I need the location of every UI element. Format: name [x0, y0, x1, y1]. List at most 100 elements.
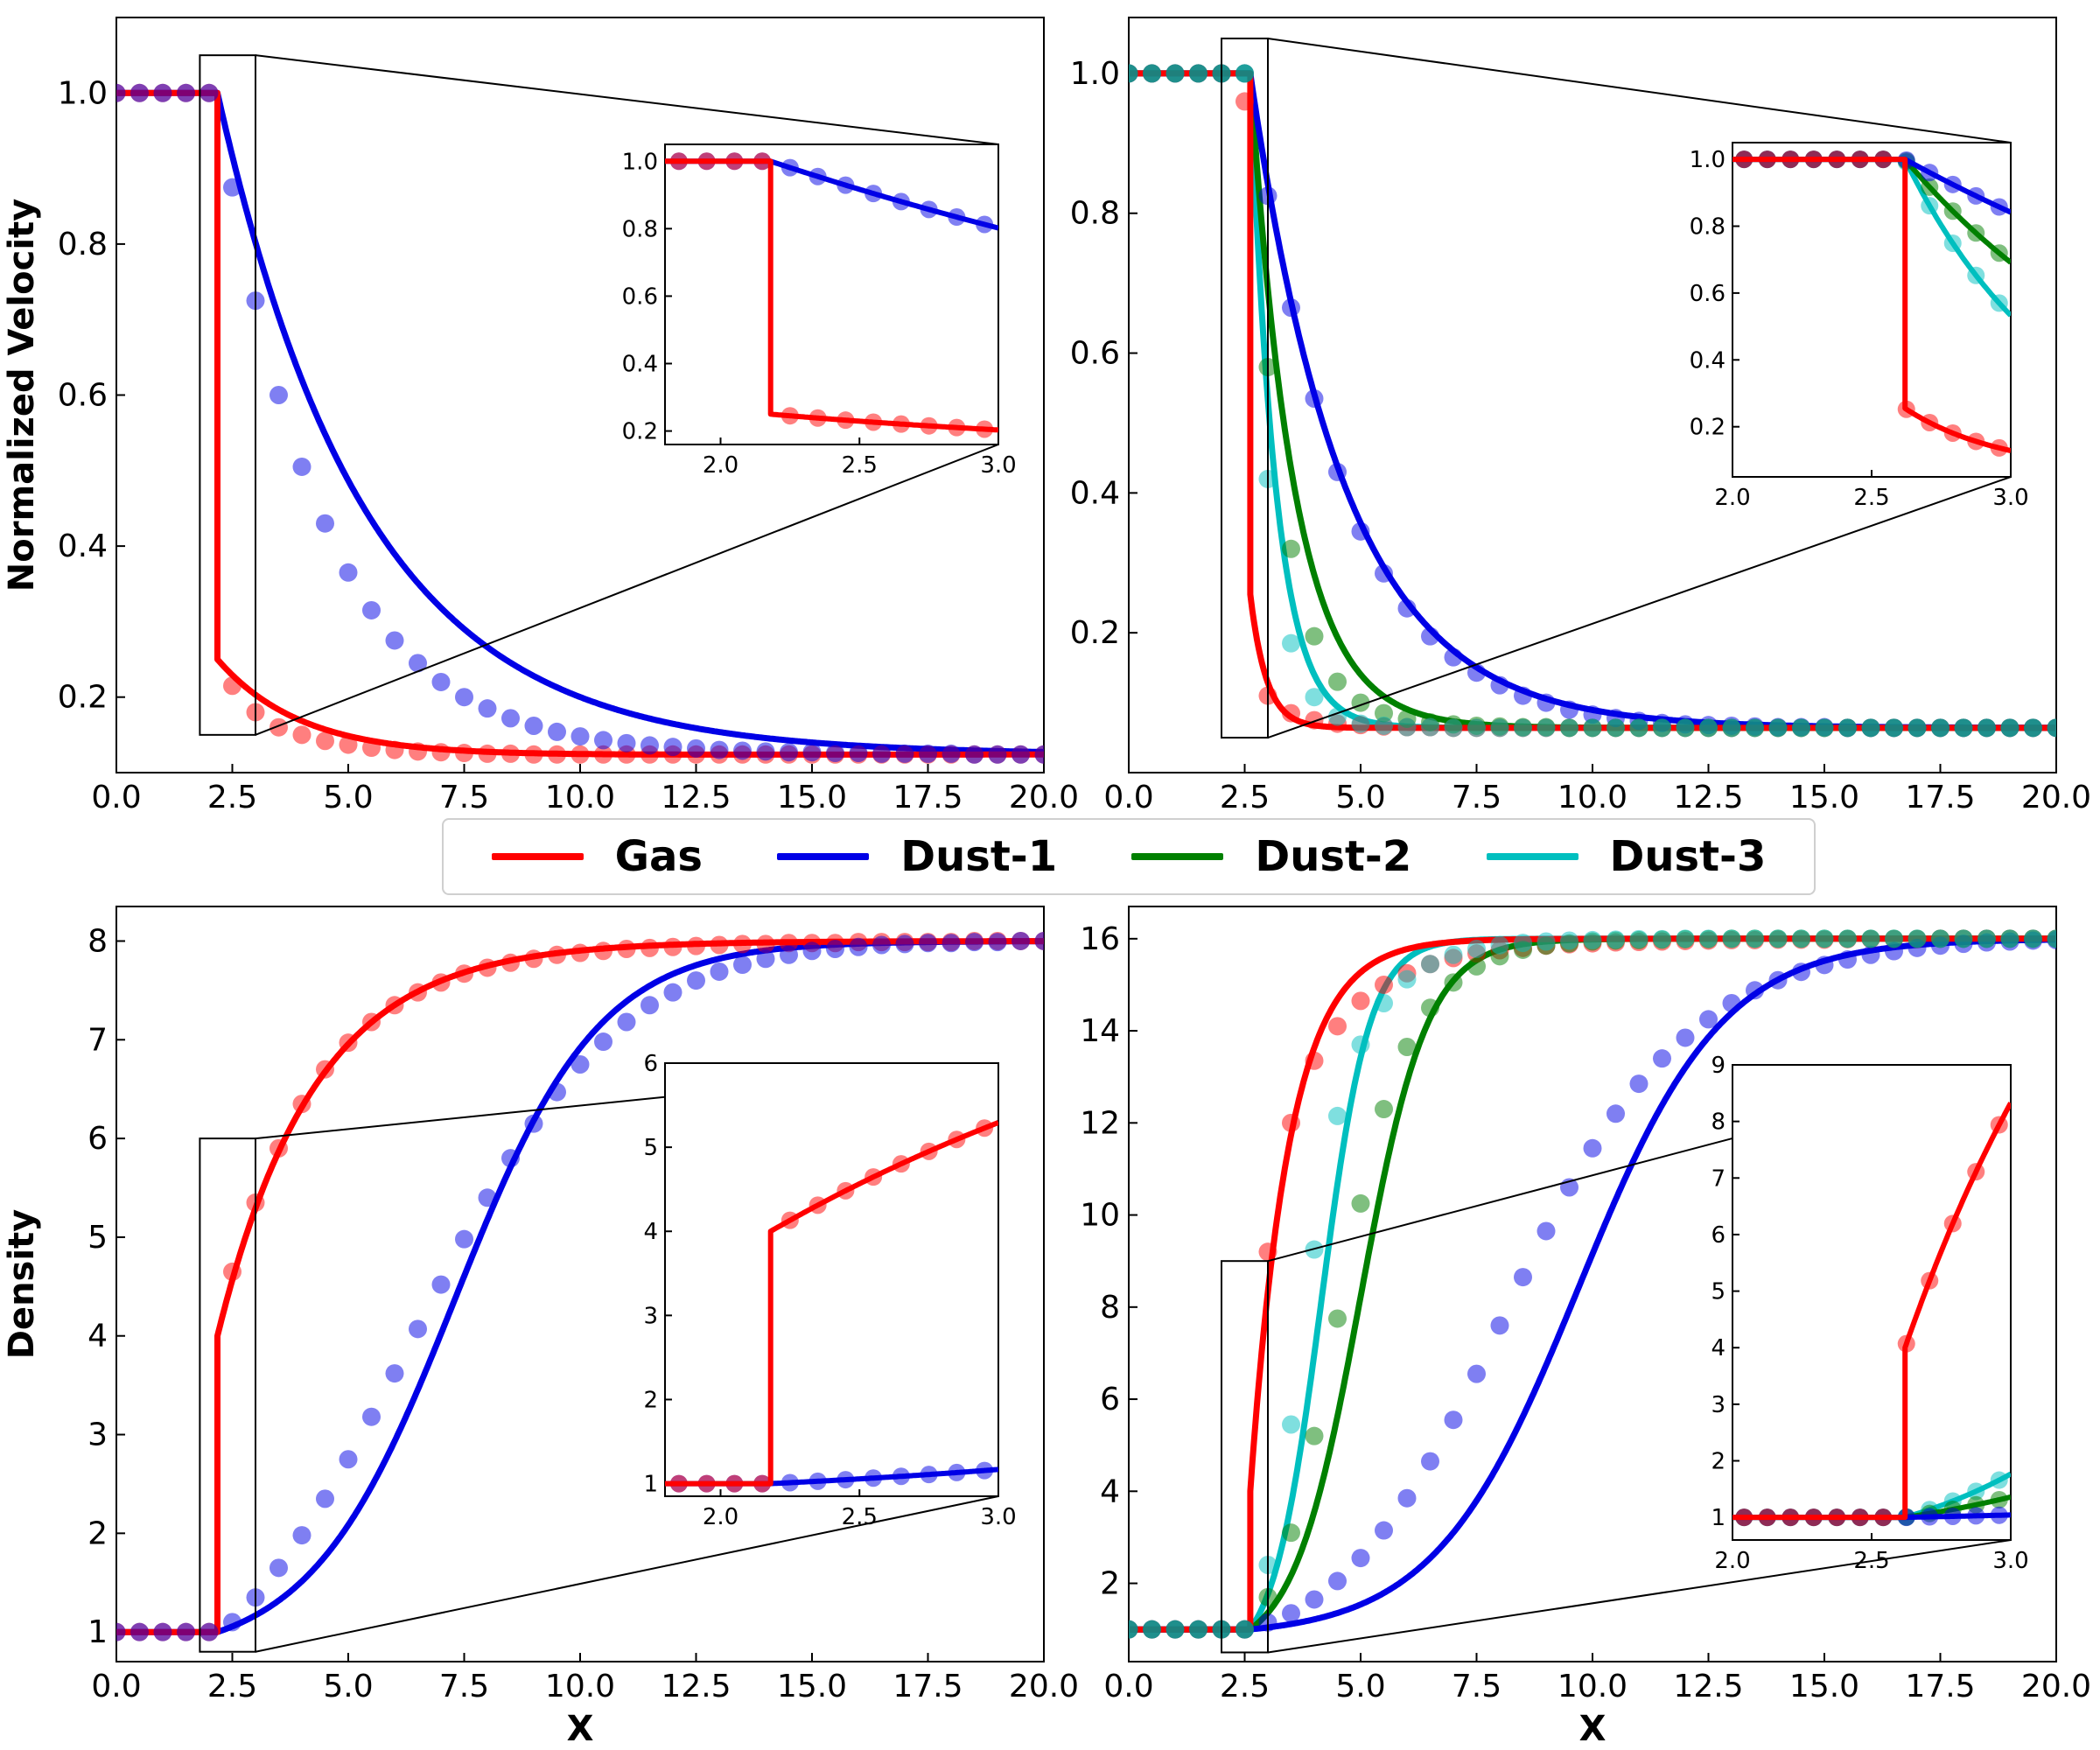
- inset-data-point-gas: [1874, 150, 1893, 169]
- inset-data-point-gas: [1828, 150, 1846, 169]
- data-point-dust-1: [1629, 1074, 1648, 1094]
- y-tick-label: 0.6: [1070, 336, 1120, 372]
- legend-item-dust3: Dust-3: [1486, 832, 1766, 881]
- x-tick-label: 0.0: [91, 780, 141, 816]
- inset-y-tick-label: 0.4: [1690, 347, 1726, 374]
- y-axis-label: Normalized Velocity: [2, 199, 42, 592]
- data-point-dust-1: [1375, 1521, 1393, 1540]
- data-point-gas: [409, 983, 427, 1002]
- data-point-dust-2: [1375, 1100, 1393, 1119]
- inset-plot-area: [665, 1119, 998, 1493]
- inset-data-point-dust-2: [1943, 202, 1962, 220]
- data-point-dust-3: [1444, 718, 1463, 738]
- data-point-dust-3: [1815, 929, 1834, 948]
- zoom-connector: [1267, 476, 2012, 738]
- data-point-dust-3: [2024, 718, 2042, 738]
- data-point-gas: [1282, 1113, 1300, 1132]
- inset-x-tick-label: 3.0: [1992, 1548, 2028, 1574]
- data-point-dust-1: [116, 1622, 126, 1642]
- data-point-dust-3: [1815, 718, 1834, 738]
- chart-panel-top-left: 0.0 2.5 5.0 7.5 10.0 12.5 15.0 17.5 20.0 0.2 0.4 0.…: [2, 17, 1079, 816]
- data-point-gas: [756, 934, 775, 954]
- data-point-dust-3: [1954, 929, 1973, 948]
- inset-y-tick-label: 0.6: [622, 284, 658, 310]
- data-point-dust-1: [1351, 1549, 1370, 1568]
- y-tick-label: 0.2: [1070, 615, 1120, 651]
- data-point-dust-1: [431, 672, 451, 691]
- data-point-gas: [1351, 991, 1370, 1011]
- data-point-dust-1: [1583, 705, 1602, 724]
- inset-y-tick-label: 0.8: [622, 216, 658, 242]
- data-point-dust-3: [1861, 718, 1880, 738]
- data-point-dust-3: [1143, 1620, 1161, 1639]
- inset-data-point-dust-3: [1967, 1482, 1985, 1501]
- inset-data-point-gas: [1990, 1116, 2008, 1134]
- data-point-dust-1: [1861, 945, 1880, 964]
- inset-y-tick-label: 5: [643, 1135, 658, 1161]
- y-axis-label: Density: [2, 1209, 42, 1360]
- x-axis-label: X: [567, 1709, 594, 1749]
- data-point-gas: [316, 1060, 334, 1079]
- data-point-dust-1: [1768, 970, 1788, 990]
- x-tick-label: 7.5: [1452, 780, 1502, 816]
- data-point-dust-1: [663, 738, 682, 757]
- inset-top-left: 2.0 2.5 3.0 0.2 0.4 0.6 0.8 1.0: [622, 144, 1017, 479]
- data-point-gas: [478, 744, 497, 763]
- data-point-gas: [1236, 92, 1254, 111]
- zoom-box: [1221, 37, 1269, 739]
- data-point-dust-1: [1514, 1268, 1532, 1287]
- inset-data-point-gas: [697, 1474, 716, 1493]
- inset-x-tick-label: 2.0: [1714, 1548, 1750, 1574]
- inset-data-point-dust-1: [976, 1461, 994, 1480]
- zoom-box: [199, 1138, 256, 1653]
- chart-panel-bottom-left: 0.0 2.5 5.0 7.5 10.0 12.5 15.0 17.5 20.012345678…: [2, 906, 1079, 1749]
- data-point-dust-1: [1514, 686, 1532, 705]
- x-tick-label: 12.5: [661, 780, 731, 816]
- inset-frame: [1732, 142, 2012, 478]
- data-point-dust-1: [478, 1188, 497, 1208]
- x-tick-label: 12.5: [1673, 1669, 1743, 1704]
- x-tick-label: 17.5: [1905, 1669, 1975, 1704]
- inset-data-point-gas: [836, 1181, 855, 1200]
- data-point-dust-1: [570, 1054, 590, 1074]
- data-point-dust-1: [431, 1275, 451, 1294]
- inset-data-point-dust-1: [780, 1474, 799, 1492]
- inset-y-tick-label: 0.2: [1690, 415, 1726, 441]
- inset-data-point-gas: [864, 1168, 883, 1186]
- inset-data-point-dust-1: [948, 1463, 966, 1481]
- data-point-dust-3: [1328, 1106, 1347, 1125]
- data-point-dust-3: [1792, 718, 1810, 738]
- data-point-dust-1: [200, 83, 219, 102]
- y-tick-label: 1: [88, 1614, 108, 1650]
- data-point-dust-3: [1954, 718, 1973, 738]
- data-point-dust-1: [780, 945, 798, 964]
- data-point-dust-1: [1583, 1138, 1602, 1158]
- inset-data-point-gas: [1782, 1508, 1800, 1527]
- data-point-dust-1: [270, 386, 288, 404]
- zoom-connector: [255, 444, 999, 736]
- data-point-gas: [223, 676, 242, 696]
- data-point-dust-3: [1536, 718, 1556, 738]
- inset-data-point-dust-1: [1967, 186, 1985, 205]
- data-point-dust-3: [1885, 929, 1903, 948]
- data-point-dust-1: [1444, 1410, 1463, 1430]
- data-point-dust-3: [1282, 634, 1300, 653]
- inset-x-tick-label: 2.0: [1714, 485, 1750, 511]
- data-point-dust-1: [524, 716, 543, 735]
- data-point-dust-1: [1397, 1488, 1417, 1508]
- data-point-dust-1: [153, 1622, 172, 1642]
- data-point-dust-1: [1034, 745, 1044, 764]
- data-point-dust-3: [1375, 994, 1393, 1013]
- inset-data-point-gas: [1758, 1508, 1776, 1527]
- data-point-dust-1: [153, 83, 172, 102]
- inset-y-tick-label: 6: [1711, 1222, 1726, 1249]
- data-point-gas: [292, 1095, 312, 1114]
- data-point-dust-1: [1699, 1010, 1718, 1029]
- data-point-dust-1: [548, 1082, 566, 1102]
- inset-data-point-dust-1: [1921, 1508, 1939, 1526]
- data-point-dust-3: [1282, 1415, 1300, 1434]
- data-point-dust-1: [988, 745, 1007, 764]
- y-tick-label: 16: [1080, 921, 1120, 957]
- x-tick-label: 7.5: [439, 780, 489, 816]
- x-tick-label: 2.5: [1220, 1669, 1270, 1704]
